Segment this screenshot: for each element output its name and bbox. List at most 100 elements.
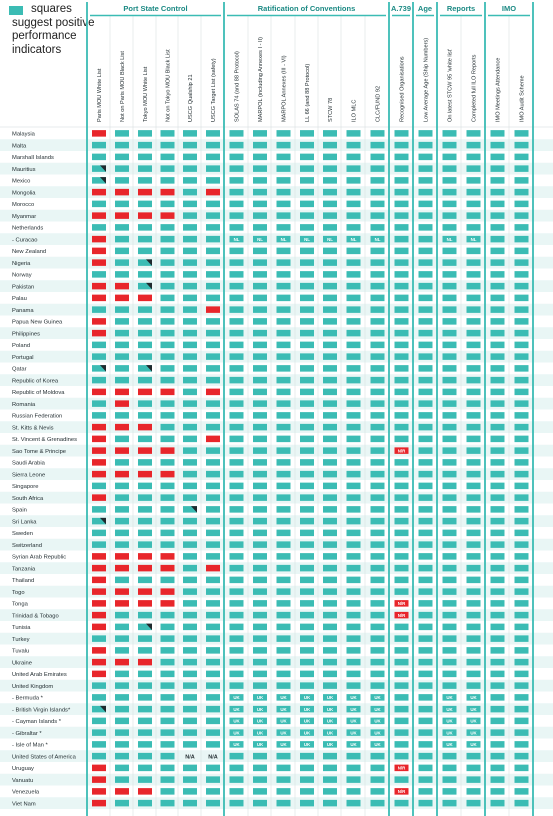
- cell-positive: [370, 553, 385, 560]
- cell-na-label: N/A: [208, 754, 218, 760]
- cell-positive: [442, 376, 457, 384]
- cell-uk: [276, 729, 291, 736]
- cell-positive: [92, 153, 106, 161]
- cell-positive: [323, 564, 337, 572]
- cell-positive: [206, 447, 220, 454]
- column-header: Low Average Age (Ship Numbers): [424, 38, 430, 122]
- cell-positive: [323, 318, 337, 325]
- cell-positive: [418, 200, 433, 208]
- cell-positive: [442, 482, 457, 490]
- cell-uk: [346, 729, 361, 736]
- cell-positive: [442, 682, 457, 689]
- cell-positive: [466, 224, 481, 231]
- cell-positive: [253, 576, 267, 584]
- cell-positive: [92, 306, 106, 313]
- cell-positive: [253, 752, 267, 760]
- cell-corner-mark: [191, 506, 197, 513]
- cell-positive: [253, 188, 267, 196]
- cell-positive: [514, 212, 529, 219]
- cell-positive: [442, 353, 457, 360]
- cell-positive: [442, 188, 457, 196]
- cell-positive: [418, 776, 433, 783]
- cell-positive: [394, 470, 409, 478]
- cell-positive: [206, 506, 220, 513]
- country-label: Panama: [12, 308, 34, 314]
- cell-negative: [138, 553, 152, 560]
- cell-positive: [466, 388, 481, 396]
- cell-positive: [418, 318, 433, 325]
- legend-line-2: suggest positive: [12, 16, 95, 29]
- cell-positive: [115, 741, 129, 748]
- cell-positive: [183, 423, 197, 431]
- cell-negative: [115, 447, 129, 454]
- column-header: CLC/FUND 92: [376, 86, 382, 122]
- group-header: Reports: [447, 4, 475, 13]
- cell-positive: [418, 764, 433, 772]
- cell-negative: [115, 400, 129, 407]
- cell-positive: [370, 470, 385, 478]
- cell-positive: [206, 271, 220, 278]
- cell-mark-label: UK: [304, 730, 311, 735]
- cell-positive: [370, 224, 385, 231]
- country-label: - Cayman Islands *: [12, 719, 62, 725]
- cell-positive: [442, 658, 457, 666]
- cell-mark-label: N/R: [398, 613, 406, 618]
- cell-positive: [253, 153, 267, 161]
- cell-nl: [253, 235, 267, 243]
- cell-positive: [253, 141, 267, 149]
- cell-positive: [229, 212, 244, 219]
- country-label: Vanuatu: [12, 778, 33, 784]
- cell-positive: [253, 435, 267, 443]
- cell-positive: [466, 611, 481, 619]
- country-label: Myanmar: [12, 214, 36, 220]
- cell-positive: [276, 447, 291, 454]
- cell-positive: [229, 423, 244, 431]
- cell-positive: [300, 341, 314, 349]
- column-header: LL 66 (and 88 Protocol): [305, 64, 311, 122]
- column-header: USCG Qualship 21: [188, 74, 194, 122]
- cell-positive: [490, 799, 505, 807]
- cell-positive: [115, 376, 129, 384]
- cell-positive: [394, 165, 409, 172]
- cell-positive: [466, 576, 481, 584]
- legend-square-swatch: [9, 6, 23, 15]
- cell-negative: [160, 388, 175, 396]
- cell-positive: [346, 494, 361, 501]
- cell-positive: [115, 729, 129, 736]
- cell-positive: [370, 376, 385, 384]
- cell-positive: [466, 459, 481, 466]
- cell-positive: [115, 506, 129, 513]
- cell-negative: [92, 388, 106, 396]
- cell-positive: [276, 365, 291, 372]
- cell-positive: [160, 611, 175, 619]
- legend-line-1: squares: [31, 3, 72, 15]
- column-header: IMO Meetings Attendance: [496, 58, 502, 122]
- cell-positive: [276, 611, 291, 619]
- cell-uk: [323, 705, 337, 713]
- cell-positive: [466, 188, 481, 196]
- cell-positive: [346, 294, 361, 302]
- cell-negative: [115, 600, 129, 607]
- cell-positive: [300, 318, 314, 325]
- cell-positive: [418, 400, 433, 407]
- cell-positive: [253, 470, 267, 478]
- cell-positive: [206, 200, 220, 208]
- cell-positive: [442, 799, 457, 807]
- cell-positive: [418, 435, 433, 443]
- cell-negative: [115, 282, 129, 290]
- cell-positive: [514, 717, 529, 725]
- cell-positive: [442, 400, 457, 407]
- cell-positive: [466, 799, 481, 807]
- cell-positive: [490, 165, 505, 172]
- cell-positive: [160, 141, 175, 149]
- column-header: Tokyo MOU White List: [143, 66, 149, 122]
- cell-positive: [115, 717, 129, 725]
- cell-positive: [418, 670, 433, 678]
- column-header: Completed full ILO Reports: [472, 54, 478, 122]
- cell-positive: [418, 130, 433, 137]
- cell-positive: [346, 788, 361, 795]
- cell-positive: [514, 494, 529, 501]
- cell-positive: [442, 212, 457, 219]
- cell-positive: [276, 141, 291, 149]
- cell-mark-label: UK: [280, 695, 287, 700]
